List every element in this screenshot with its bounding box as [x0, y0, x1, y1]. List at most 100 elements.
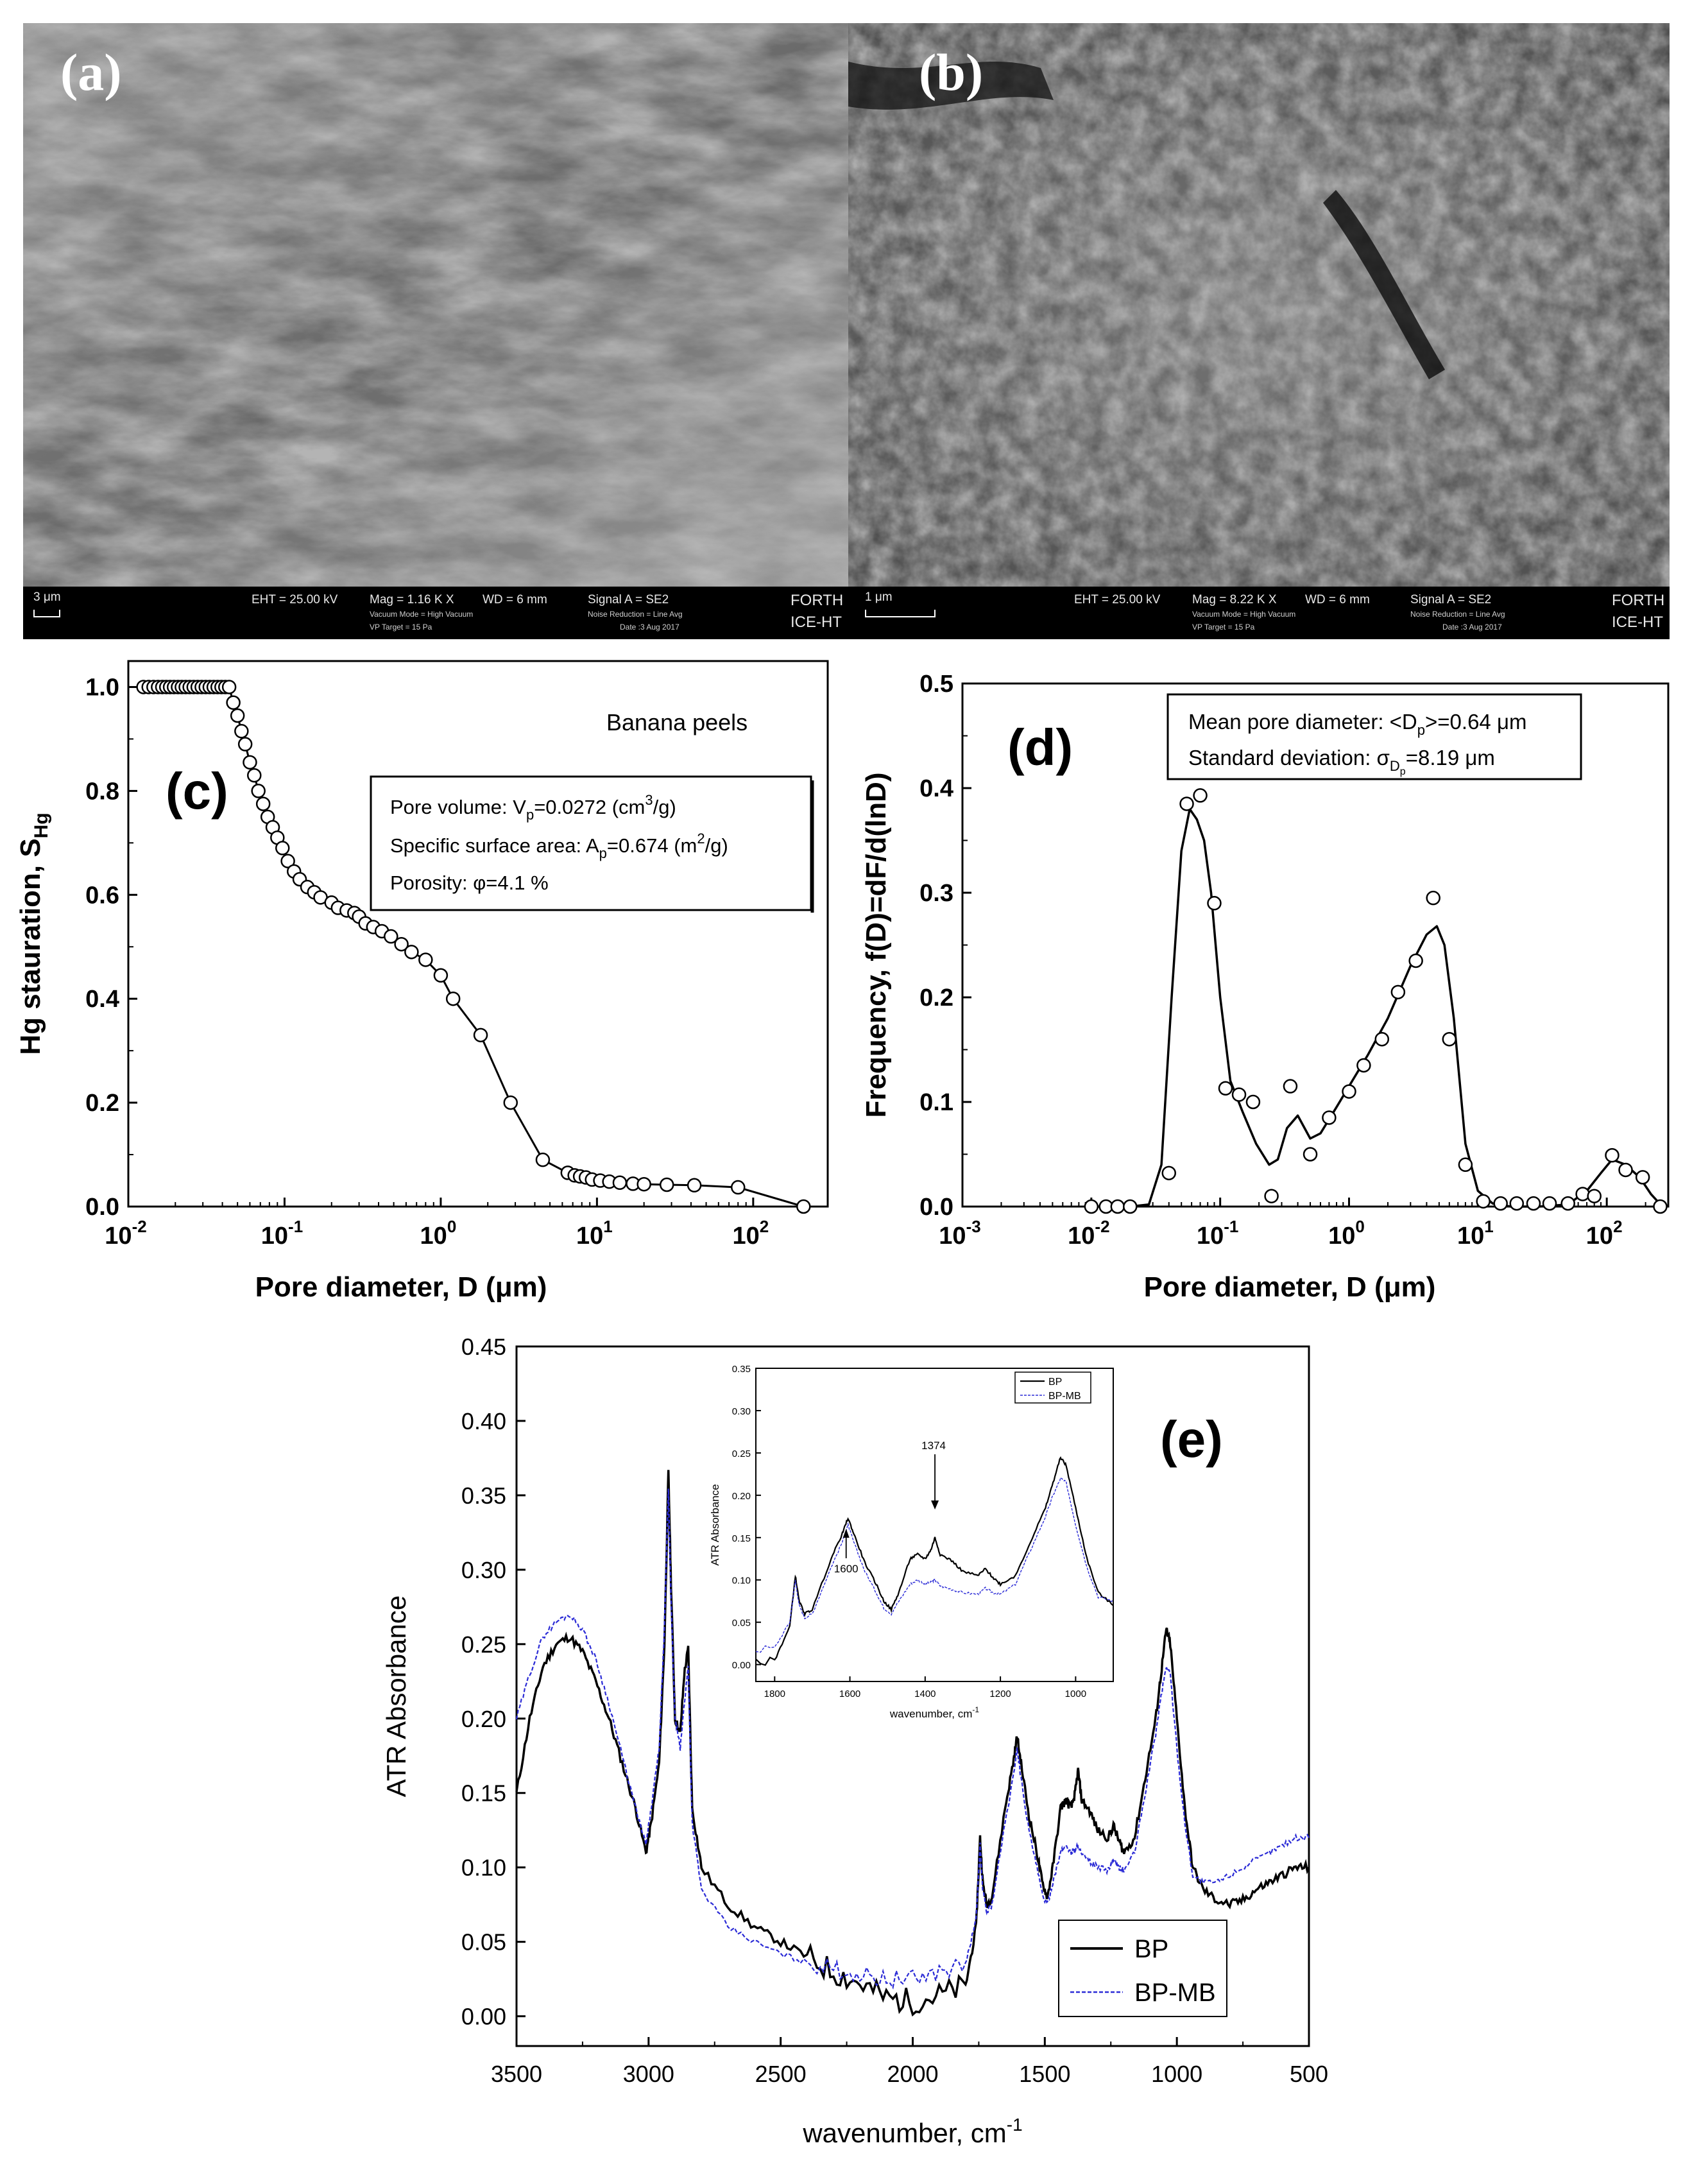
data-point [1356, 1058, 1371, 1073]
legend-text: Mean pore diameter: <D [1188, 710, 1417, 734]
x-tick-base: 10 [261, 1223, 288, 1250]
data-point [612, 1175, 628, 1191]
data-point [1218, 1081, 1233, 1096]
panel-label-d: (d) [1007, 719, 1073, 776]
x-tick-exponent: 0 [447, 1217, 456, 1236]
legend-surface-area: Specific surface area: Ap=0.674 (m2/g) [390, 830, 728, 861]
inset-x-tick-label: 1200 [989, 1689, 1011, 1699]
signal-label: Signal A = SE2 [1410, 593, 1492, 606]
legend-mean-diameter: Mean pore diameter: <Dp>=0.64 μm [1188, 710, 1526, 738]
legend-text: /g) [653, 796, 676, 818]
inset-y-tick-label: 0.05 [732, 1618, 751, 1629]
data-point [1587, 1189, 1602, 1203]
data-point [1193, 788, 1208, 803]
inset-x-axis-label-text: wavenumber, cm [889, 1708, 973, 1720]
x-tick-exponent: 1 [1484, 1217, 1493, 1236]
panel-label-a: (a) [60, 43, 122, 101]
x-tick-label: 500 [1290, 2061, 1328, 2087]
data-point [243, 755, 257, 770]
data-point [687, 1178, 702, 1193]
x-tick-base: 10 [1457, 1223, 1484, 1250]
legend-subscript: p [526, 807, 534, 823]
y-tick-label: 0.15 [461, 1780, 506, 1807]
data-point [221, 680, 237, 694]
data-point [1084, 1199, 1099, 1214]
inset-y-tick-label: 0.15 [732, 1533, 751, 1544]
inset-x-axis-label-superscript: -1 [972, 1705, 979, 1714]
data-point [1123, 1199, 1138, 1214]
x-tick-base: 10 [576, 1223, 603, 1250]
panel-label-e: (e) [1160, 1411, 1223, 1468]
x-tick-exponent: -2 [132, 1217, 147, 1236]
institute-label-1: FORTH [1612, 592, 1665, 609]
noise-label: Noise Reduction = Line Avg [588, 610, 683, 619]
sem-info-bar-b: 1 μm EHT = 25.00 kV Mag = 8.22 K X WD = … [848, 587, 1670, 639]
data-point [1374, 1031, 1390, 1047]
y-tick-label: 0.00 [461, 2004, 506, 2030]
x-tick-label: 10-1 [261, 1217, 303, 1250]
y-axis-label-subscript: Hg [31, 813, 52, 838]
data-point [1390, 985, 1406, 1000]
inset-arrowhead-1374 [931, 1500, 939, 1509]
data-point [384, 929, 398, 944]
data-point [394, 936, 409, 952]
inset-y-tick-label: 0.30 [732, 1406, 751, 1417]
data-point [637, 1176, 651, 1192]
sem-texture-b [848, 23, 1670, 587]
data-point [275, 841, 290, 856]
y-tick-label: 0.5 [919, 671, 953, 698]
data-point [1526, 1196, 1541, 1211]
data-point [251, 784, 266, 798]
x-axis-label: wavenumber, cm-1 [802, 2115, 1022, 2148]
data-point [445, 991, 461, 1006]
legend-subscript: D [1390, 758, 1400, 774]
data-point [1575, 1187, 1590, 1201]
data-point [796, 1199, 811, 1214]
scale-bar [33, 610, 60, 617]
data-point [1264, 1189, 1279, 1203]
inset-legend-label-bp: BP [1048, 1377, 1062, 1388]
data-point [1542, 1196, 1557, 1211]
eht-label: EHT = 25.00 kV [1074, 593, 1161, 606]
data-point [1245, 1094, 1261, 1110]
mag-label: Mag = 8.22 K X [1192, 593, 1277, 606]
data-point [1161, 1165, 1177, 1181]
chart-e-atr-spectrum: 0.00 0.05 0.10 0.15 0.20 0.25 0.30 0.35 0.40 0.45… [381, 1334, 1328, 2148]
x-tick-base: 10 [1328, 1223, 1355, 1250]
data-point [1509, 1196, 1525, 1211]
legend-box [1058, 1920, 1227, 2017]
x-axis-label-text: wavenumber, cm [802, 2118, 1006, 2148]
data-point [1442, 1031, 1457, 1047]
data-point [433, 968, 449, 983]
scale-bar [865, 610, 936, 617]
x-tick-label: 1500 [1019, 2061, 1070, 2087]
x-tick-label: 2000 [887, 2061, 938, 2087]
x-tick-label: 10-2 [105, 1217, 146, 1250]
x-tick-exponent: -2 [1095, 1217, 1109, 1236]
y-tick-label: 0.6 [85, 882, 119, 909]
inset-x-axis-label: wavenumber, cm-1 [889, 1705, 979, 1720]
y-tick-label: 0.40 [461, 1408, 506, 1434]
data-point [404, 945, 419, 959]
legend-standard-deviation: Standard deviation: σDp=8.19 μm [1188, 746, 1495, 777]
data-point [1618, 1162, 1633, 1178]
y-axis-label: ATR Absorbance [381, 1595, 411, 1797]
y-tick-label: 0.0 [919, 1194, 953, 1221]
series-line-bp [515, 1470, 1310, 2017]
data-point [1231, 1087, 1247, 1102]
x-axis-label: Pore diameter, D (μm) [1144, 1271, 1436, 1303]
x-tick-base: 10 [420, 1223, 447, 1250]
wd-label: WD = 6 mm [1305, 593, 1370, 606]
y-tick-label: 0.2 [85, 1090, 119, 1117]
legend-subscript: p [1417, 722, 1425, 738]
frequency-fit-curve [1091, 807, 1664, 1208]
x-tick-label: 101 [1457, 1217, 1494, 1250]
x-tick-label: 10-1 [1197, 1217, 1238, 1250]
inset-series-bp-mb [755, 1477, 1114, 1653]
legend-text: >=0.64 μm [1425, 710, 1526, 734]
date-label: Date :3 Aug 2017 [620, 623, 679, 632]
data-point [473, 1028, 488, 1043]
inset-x-tick-label: 1600 [839, 1689, 860, 1699]
panel-label-c: (c) [166, 762, 228, 820]
data-point [1426, 890, 1440, 906]
